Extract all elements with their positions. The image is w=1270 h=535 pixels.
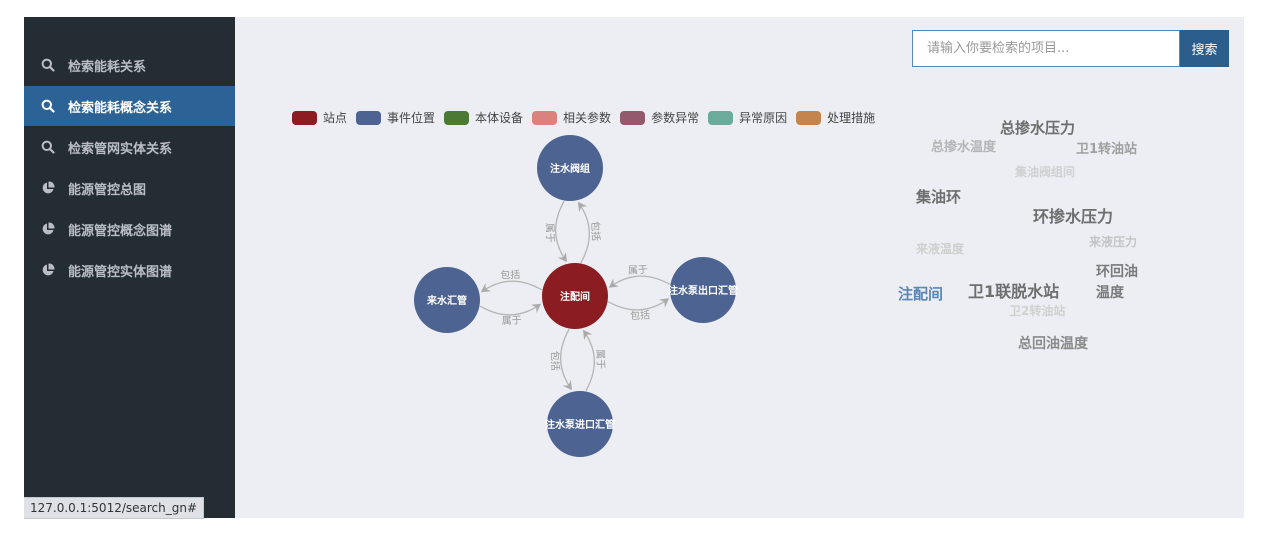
- word-cloud-item[interactable]: 卫1转油站: [1076, 142, 1138, 157]
- graph-node-center[interactable]: 注配间: [542, 263, 608, 329]
- edge-label: 包括: [548, 351, 562, 371]
- graph-edge[interactable]: [577, 201, 590, 264]
- legend-label: 本体设备: [475, 111, 524, 125]
- word-cloud-item[interactable]: 总回油温度: [1018, 336, 1088, 352]
- legend-label: 异常原因: [739, 111, 788, 125]
- graph-edge[interactable]: [555, 200, 568, 263]
- node-circle[interactable]: [547, 391, 613, 457]
- edge-label: 属于: [543, 223, 556, 243]
- legend-label: 站点: [323, 111, 348, 125]
- legend-label: 参数异常: [651, 111, 700, 125]
- node-circle[interactable]: [670, 257, 736, 323]
- sidebar-item-label: 能源管控实体图谱: [68, 264, 173, 280]
- legend-item[interactable]: 异常原因: [708, 109, 787, 126]
- status-bar-url: 127.0.0.1:5012/search_gn#: [24, 497, 205, 519]
- graph-edge[interactable]: [608, 275, 671, 288]
- word-cloud-item[interactable]: 总掺水压力: [1000, 119, 1076, 137]
- node-circle[interactable]: [542, 263, 608, 329]
- search-input[interactable]: [913, 31, 1179, 66]
- graph-node-bottom[interactable]: 注水泵进口汇管: [545, 391, 615, 457]
- node-circle[interactable]: [537, 135, 603, 201]
- legend-item[interactable]: 站点: [292, 109, 347, 126]
- sidebar-item-label: 检索管网实体关系: [68, 141, 173, 157]
- legend-item[interactable]: 事件位置: [356, 109, 435, 126]
- sidebar-item-5[interactable]: 能源管控实体图谱: [24, 250, 235, 290]
- legend-item[interactable]: 处理措施: [796, 109, 875, 126]
- legend-item[interactable]: 本体设备: [444, 109, 523, 126]
- search-button[interactable]: 搜索: [1180, 30, 1229, 67]
- graph-node-right[interactable]: 注水泵出口汇管: [668, 257, 738, 323]
- graph-edge[interactable]: [479, 303, 542, 316]
- graph-edge[interactable]: [607, 298, 670, 311]
- node-label: 来水汇管: [426, 294, 467, 307]
- legend-swatch: [532, 110, 558, 125]
- word-cloud-item[interactable]: 来液温度: [916, 242, 965, 256]
- word-cloud-item[interactable]: 环掺水压力: [1033, 207, 1114, 226]
- word-cloud-item[interactable]: 集油环: [916, 188, 962, 206]
- graph-edge[interactable]: [582, 329, 595, 392]
- word-cloud-item[interactable]: 集油阀组间: [1015, 165, 1076, 179]
- search-icon: [41, 140, 55, 154]
- pie-chart-icon: [41, 263, 55, 277]
- legend-swatch: [444, 110, 470, 125]
- legend-label: 事件位置: [387, 111, 436, 125]
- word-cloud-item[interactable]: 环回油: [1096, 264, 1138, 280]
- edge-label: 属于: [594, 349, 607, 369]
- graph-edge[interactable]: [480, 280, 543, 293]
- graph-legend: 站点 事件位置 本体设备 相关参数 参数异常 异常原因 处理措施: [292, 109, 884, 126]
- app-window: 检索能耗关系检索能耗概念关系 检索管网实体关系 能源管控总图能源管控概念图谱 能源管控…: [24, 17, 1244, 518]
- sidebar-item-1[interactable]: 检索能耗概念关系: [24, 86, 235, 126]
- pie-chart-icon: [41, 181, 55, 195]
- graph-edge[interactable]: [560, 328, 573, 391]
- legend-label: 相关参数: [563, 111, 612, 125]
- word-cloud-item[interactable]: 注配间: [898, 285, 944, 303]
- node-label: 注水泵出口汇管: [668, 284, 738, 297]
- legend-label: 处理措施: [827, 111, 876, 125]
- word-cloud-item[interactable]: 卫2转油站: [1009, 304, 1066, 318]
- legend-item[interactable]: 相关参数: [532, 109, 611, 126]
- edge-label: 属于: [628, 264, 649, 277]
- edge-label: 包括: [589, 221, 603, 241]
- node-circle[interactable]: [414, 267, 480, 333]
- sidebar-item-label: 检索能耗概念关系: [68, 100, 173, 116]
- search-icon: [41, 99, 55, 113]
- graph-node-left[interactable]: 来水汇管: [414, 267, 480, 333]
- sidebar-item-0[interactable]: 检索能耗关系: [24, 45, 235, 85]
- sidebar-item-3[interactable]: 能源管控总图: [24, 168, 235, 208]
- pie-chart-icon: [41, 222, 55, 236]
- legend-swatch: [708, 110, 734, 125]
- sidebar-item-2[interactable]: 检索管网实体关系: [24, 127, 235, 167]
- search-icon: [41, 58, 55, 72]
- word-cloud-item[interactable]: 温度: [1096, 285, 1124, 301]
- graph-node-top[interactable]: 注水阀组: [537, 135, 603, 201]
- word-cloud-item[interactable]: 来液压力: [1089, 235, 1138, 249]
- sidebar-item-4[interactable]: 能源管控概念图谱: [24, 209, 235, 249]
- search-box: [912, 30, 1180, 67]
- edge-label: 包括: [630, 308, 651, 322]
- legend-swatch: [356, 110, 382, 125]
- node-label: 注配间: [560, 290, 590, 303]
- legend-swatch: [292, 110, 317, 125]
- legend-swatch: [796, 110, 822, 125]
- sidebar: 检索能耗关系检索能耗概念关系 检索管网实体关系 能源管控总图能源管控概念图谱 能源管控…: [24, 17, 235, 518]
- edge-label: 属于: [502, 314, 522, 327]
- node-label: 注水阀组: [550, 162, 590, 175]
- sidebar-item-label: 能源管控总图: [68, 182, 147, 198]
- node-label: 注水泵进口汇管: [545, 418, 615, 431]
- legend-swatch: [620, 110, 646, 125]
- word-cloud-item[interactable]: 卫1联脱水站: [968, 282, 1060, 301]
- sidebar-item-label: 能源管控概念图谱: [68, 223, 173, 239]
- word-cloud-item[interactable]: 总掺水温度: [931, 140, 997, 155]
- sidebar-item-label: 检索能耗关系: [68, 59, 147, 75]
- edge-label: 包括: [500, 268, 520, 282]
- legend-item[interactable]: 参数异常: [620, 109, 699, 126]
